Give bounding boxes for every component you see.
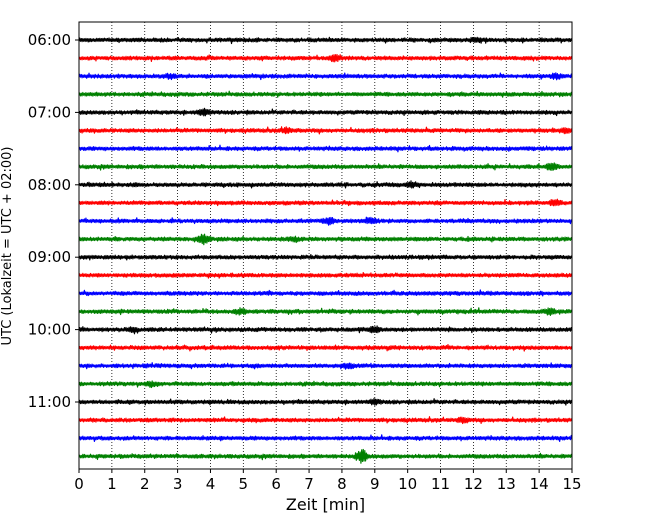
x-tick-label: 14 — [530, 475, 549, 493]
trace-14 — [78, 289, 573, 297]
trace-2 — [78, 72, 573, 81]
x-tick-label: 2 — [140, 475, 150, 493]
x-tick-label: 13 — [497, 475, 516, 493]
x-tick-label: 5 — [239, 475, 249, 493]
y-tick-label: 06:00 — [28, 31, 71, 49]
x-tick-label: 8 — [337, 475, 347, 493]
trace-4 — [78, 107, 573, 117]
trace-10 — [78, 216, 573, 226]
y-tick-label: 08:00 — [28, 176, 71, 194]
grid-lines — [111, 22, 540, 469]
x-tick-label: 9 — [370, 475, 380, 493]
x-tick-label: 7 — [304, 475, 314, 493]
trace-17 — [78, 344, 573, 352]
trace-11 — [78, 233, 573, 246]
trace-19 — [78, 380, 573, 389]
trace-0 — [78, 36, 573, 45]
trace-18 — [78, 362, 573, 370]
trace-1 — [78, 53, 573, 63]
trace-12 — [78, 254, 573, 261]
trace-21 — [78, 416, 573, 425]
trace-13 — [78, 271, 573, 279]
y-tick-label: 11:00 — [28, 393, 71, 411]
trace-15 — [78, 307, 573, 316]
trace-20 — [78, 397, 573, 406]
trace-23 — [78, 448, 573, 464]
trace-22 — [78, 434, 573, 443]
trace-8 — [78, 180, 573, 189]
axis-ticks: 0 1 2 3 4 5 6 7 8 9 10 11 12 13 14 1506:0007:0008:0009:… — [28, 31, 582, 493]
x-tick-label: 10 — [398, 475, 417, 493]
x-tick-label: 1 — [107, 475, 117, 493]
x-tick-label: 12 — [464, 475, 483, 493]
trace-6 — [78, 144, 573, 153]
y-tick-label: 07:00 — [28, 103, 71, 121]
plot-frame — [78, 21, 573, 470]
seismic-traces — [78, 36, 573, 464]
x-tick-label: 4 — [206, 475, 216, 493]
x-tick-label: 6 — [271, 475, 281, 493]
x-axis-label: Zeit [min] — [286, 495, 365, 514]
trace-9 — [78, 198, 573, 207]
x-tick-label: 11 — [431, 475, 450, 493]
y-tick-label: 09:00 — [28, 248, 71, 266]
trace-16 — [78, 325, 573, 335]
x-tick-label: 15 — [562, 475, 581, 493]
y-tick-label: 10:00 — [28, 321, 71, 339]
trace-7 — [78, 162, 573, 172]
trace-5 — [78, 126, 573, 135]
x-tick-label: 3 — [173, 475, 183, 493]
x-tick-label: 0 — [74, 475, 84, 493]
y-axis-label: UTC (Lokalzeit = UTC + 02:00) — [0, 147, 15, 346]
trace-3 — [78, 90, 573, 98]
